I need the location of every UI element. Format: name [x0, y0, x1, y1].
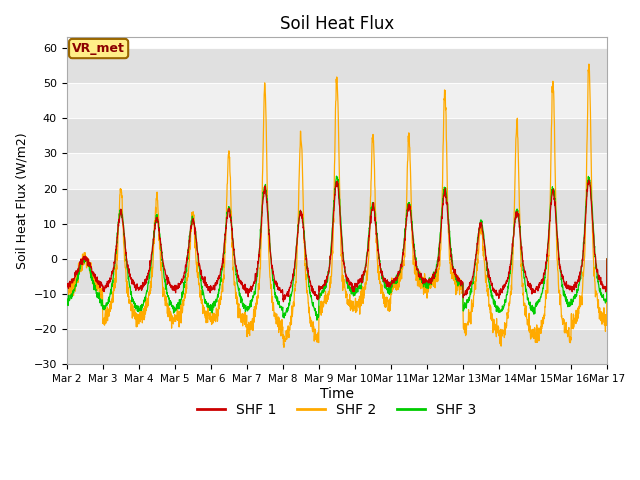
Bar	[67, 329, 607, 364]
SHF 1	[571, 287, 579, 293]
SHF 1	[353, 283, 360, 288]
SHF 2	[556, 288, 563, 294]
X-axis label: Time: Time	[320, 387, 354, 401]
SHF 3	[353, 289, 360, 295]
Y-axis label: Soil Heat Flux (W/m2): Soil Heat Flux (W/m2)	[15, 132, 28, 269]
Bar	[67, 189, 607, 224]
Bar	[67, 259, 607, 294]
SHF 2	[353, 304, 360, 310]
SHF 1	[364, 242, 372, 248]
Bar	[67, 118, 607, 154]
SHF 2	[214, 318, 221, 324]
SHF 3	[365, 234, 372, 240]
SHF 1	[603, 256, 611, 262]
Bar	[67, 48, 607, 83]
SHF 3	[556, 265, 563, 271]
Bar	[67, 83, 607, 118]
Legend: SHF 1, SHF 2, SHF 3: SHF 1, SHF 2, SHF 3	[192, 398, 482, 423]
SHF 2	[585, 61, 593, 67]
Line: SHF 3: SHF 3	[67, 176, 607, 320]
SHF 3	[603, 256, 611, 262]
SHF 1	[494, 293, 502, 299]
SHF 3	[333, 173, 340, 179]
SHF 1	[63, 285, 70, 291]
Bar	[67, 224, 607, 259]
SHF 2	[494, 327, 502, 333]
SHF 3	[571, 292, 579, 298]
SHF 3	[63, 300, 70, 305]
SHF 3	[313, 317, 321, 323]
Title: Soil Heat Flux: Soil Heat Flux	[280, 15, 394, 33]
SHF 1	[214, 281, 221, 287]
Line: SHF 2: SHF 2	[67, 64, 607, 348]
SHF 1	[280, 299, 287, 305]
SHF 1	[585, 177, 593, 183]
Bar	[67, 154, 607, 189]
Line: SHF 1: SHF 1	[67, 180, 607, 302]
SHF 2	[603, 256, 611, 262]
SHF 2	[364, 260, 372, 266]
Text: VR_met: VR_met	[72, 42, 125, 55]
SHF 2	[63, 280, 70, 286]
SHF 3	[494, 306, 502, 312]
SHF 2	[280, 345, 288, 350]
SHF 3	[214, 294, 221, 300]
SHF 1	[556, 263, 563, 268]
SHF 2	[571, 316, 579, 322]
Bar	[67, 294, 607, 329]
